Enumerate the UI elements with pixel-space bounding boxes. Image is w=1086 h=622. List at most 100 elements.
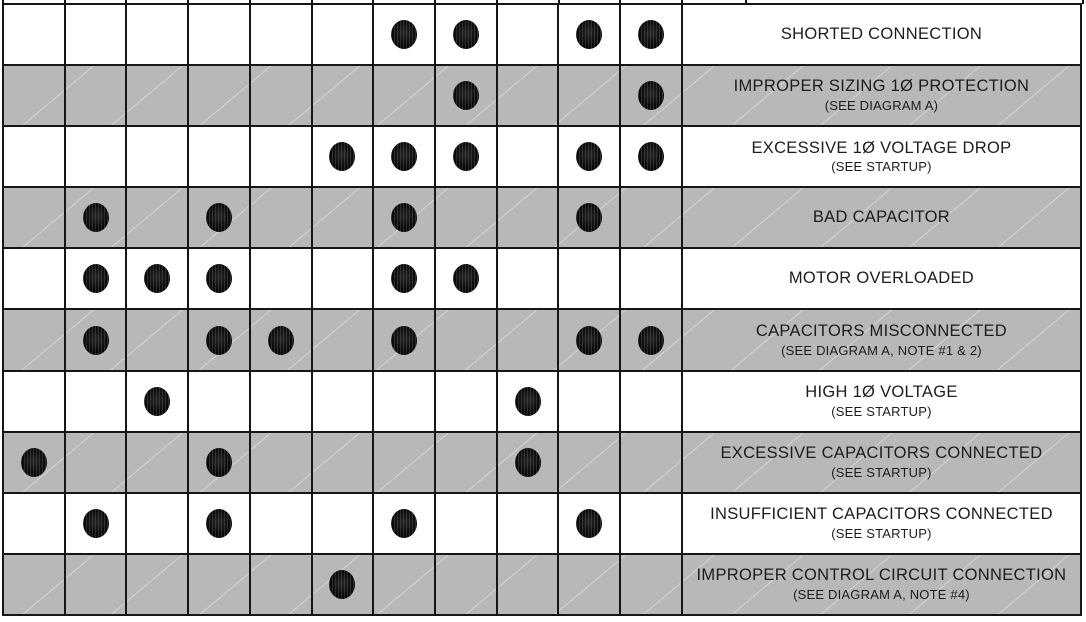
symptom-dot [638, 81, 665, 111]
cause-sublabel: (SEE DIAGRAM A, NOTE #4) [793, 586, 970, 602]
matrix-cell [127, 432, 190, 492]
matrix-cell [66, 5, 128, 65]
cause-label-cell: MOTOR OVERLOADED [683, 249, 1080, 308]
table-row: IMPROPER SIZING 1Ø PROTECTION (SEE DIAGR… [4, 66, 1080, 128]
matrix-cell [498, 371, 560, 431]
matrix-cell [189, 371, 251, 431]
matrix-cell [313, 493, 375, 553]
symptom-dot [576, 203, 603, 233]
cause-sublabel: (SEE DIAGRAM A) [824, 98, 939, 114]
matrix-cell [313, 5, 375, 65]
matrix-cell [374, 249, 437, 309]
symptom-dot [391, 203, 418, 233]
matrix-cell [559, 188, 622, 248]
symptom-cells [4, 188, 683, 248]
symptom-dot [452, 142, 479, 172]
cause-sublabel: (SEE STARTUP) [831, 525, 932, 541]
symptom-dot [514, 386, 541, 416]
cause-sublabel: (SEE STARTUP) [831, 464, 932, 480]
matrix-cell [374, 371, 437, 431]
matrix-cell [436, 66, 498, 126]
matrix-cell [66, 310, 128, 370]
matrix-cell [621, 249, 683, 309]
matrix-cell [498, 310, 560, 370]
matrix-cell [313, 66, 375, 126]
grid-line-stub [64, 0, 66, 4]
symptom-dot [82, 325, 109, 355]
matrix-cell [189, 310, 251, 370]
matrix-cell [559, 310, 622, 370]
matrix-cell [189, 188, 251, 248]
symptom-cells [4, 249, 683, 309]
matrix-cell [498, 127, 560, 187]
matrix-cell [313, 432, 375, 492]
matrix-cell [127, 66, 190, 126]
matrix-cell [436, 493, 498, 553]
cause-label-cell: SHORTED CONNECTION [683, 5, 1080, 64]
matrix-cell [127, 127, 190, 187]
matrix-cell [498, 188, 560, 248]
matrix-cell [436, 127, 498, 187]
symptom-dot [20, 447, 47, 477]
matrix-cell [66, 66, 128, 126]
symptom-dot [206, 508, 233, 538]
symptom-dot [452, 81, 479, 111]
matrix-cell [189, 66, 251, 126]
grid-line-stub [434, 0, 436, 4]
trouble-table: SHORTED CONNECTION IMPROPER SIZING 1Ø PR… [2, 3, 1082, 616]
matrix-cell [127, 554, 190, 614]
matrix-cell [374, 493, 437, 553]
grid-line-stub [311, 0, 313, 4]
matrix-cell [436, 5, 498, 65]
matrix-cell [621, 371, 683, 431]
matrix-cell [436, 432, 498, 492]
grid-line-stub [619, 0, 621, 4]
symptom-cells [4, 554, 683, 614]
matrix-cell [189, 5, 251, 65]
symptom-dot [82, 203, 109, 233]
symptom-dot [638, 142, 665, 172]
matrix-cell [313, 371, 375, 431]
table-row: INSUFFICIENT CAPACITORS CONNECTED (SEE S… [4, 493, 1080, 555]
symptom-dot [452, 264, 479, 294]
symptom-dot [82, 264, 109, 294]
matrix-cell [559, 66, 622, 126]
matrix-cell [4, 249, 66, 309]
matrix-cell [4, 127, 66, 187]
matrix-cell [498, 5, 560, 65]
matrix-cell [313, 310, 375, 370]
grid-line-stub [558, 0, 560, 4]
matrix-cell [189, 127, 251, 187]
matrix-cell [4, 371, 66, 431]
symptom-dot [514, 447, 541, 477]
matrix-cell [498, 554, 560, 614]
matrix-cell [127, 5, 190, 65]
matrix-cell [436, 249, 498, 309]
matrix-cell [251, 371, 313, 431]
matrix-cell [559, 249, 622, 309]
symptom-dot [144, 386, 171, 416]
matrix-cell [559, 493, 622, 553]
grid-line-stub [745, 0, 747, 4]
matrix-cell [251, 310, 313, 370]
symptom-dot [638, 325, 665, 355]
symptom-dot [391, 508, 418, 538]
matrix-cell [4, 188, 66, 248]
cause-label: IMPROPER CONTROL CIRCUIT CONNECTION [696, 566, 1067, 585]
symptom-dot [391, 264, 418, 294]
grid-line-stub [496, 0, 498, 4]
matrix-cell [313, 127, 375, 187]
cause-sublabel: (SEE STARTUP) [831, 403, 932, 419]
symptom-cells [4, 127, 683, 187]
cause-label: BAD CAPACITOR [812, 207, 951, 226]
cause-label-cell: EXCESSIVE CAPACITORS CONNECTED (SEE STAR… [683, 433, 1080, 492]
cause-label: SHORTED CONNECTION [780, 24, 983, 43]
matrix-cell [621, 188, 683, 248]
matrix-cell [4, 66, 66, 126]
matrix-cell [313, 188, 375, 248]
symptom-dot [638, 20, 665, 50]
matrix-cell [251, 188, 313, 248]
symptom-dot [576, 325, 603, 355]
matrix-cell [498, 493, 560, 553]
matrix-cell [374, 127, 437, 187]
